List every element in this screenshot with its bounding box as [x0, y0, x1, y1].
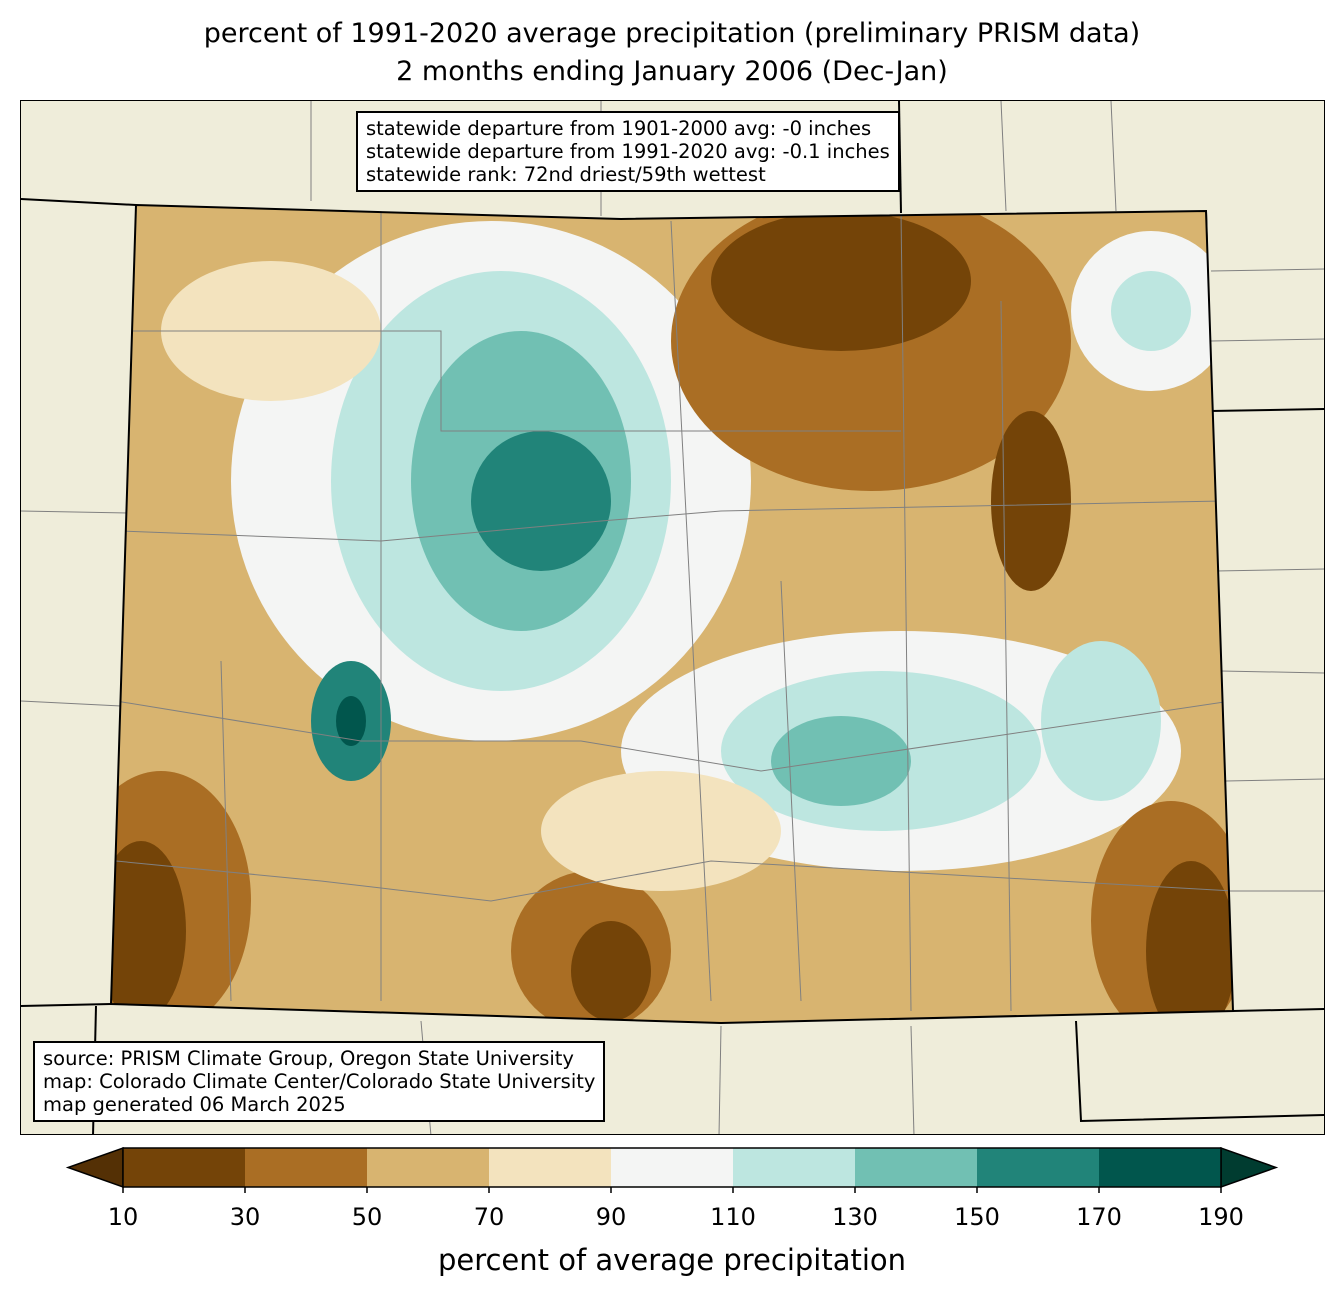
colorbar-under-arrow	[65, 1146, 124, 1189]
colorbar-label: percent of average precipitation	[437, 1243, 907, 1277]
colorbar-segment	[367, 1148, 490, 1187]
colorbar-frame	[122, 1147, 1222, 1188]
region-110-130	[1041, 641, 1161, 801]
colorbar-segment	[977, 1148, 1100, 1187]
region-10-30	[111, 841, 186, 1021]
colorbar-tick-label: 190	[1198, 1203, 1244, 1231]
region-10-30	[1146, 861, 1233, 1023]
colorbar-segment	[855, 1148, 978, 1187]
colorbar-tick-label: 10	[107, 1203, 139, 1231]
colorbar-segment	[611, 1148, 734, 1187]
map-title-line2: 2 months ending January 2006 (Dec-Jan)	[396, 56, 948, 87]
credits-line-2: map: Colorado Climate Center/Colorado St…	[43, 1070, 596, 1093]
region-170-190	[336, 696, 366, 746]
map-canvas	[21, 101, 1324, 1134]
colorbar-segment	[489, 1148, 612, 1187]
colorado-state-border	[109, 203, 1235, 1025]
region-10-30	[711, 211, 971, 351]
colorbar-tick-label: 130	[832, 1203, 878, 1231]
colorbar-segment	[733, 1148, 856, 1187]
colorbar-tick-label: 110	[710, 1203, 756, 1231]
colorbar-segment	[1099, 1148, 1222, 1187]
map-title-line1: percent of 1991-2020 average precipitati…	[203, 18, 1141, 49]
stats-line-3: statewide rank: 72nd driest/59th wettest	[366, 163, 766, 186]
colorbar-tick-label: 70	[473, 1203, 505, 1231]
region-110-130	[1111, 271, 1191, 351]
colorbar-tick-label: 30	[229, 1203, 261, 1231]
region-70-90	[541, 771, 781, 891]
credits-box: source: PRISM Climate Group, Oregon Stat…	[33, 1041, 606, 1122]
colorbar-tick-label: 170	[1076, 1203, 1122, 1231]
colorbar	[65, 1146, 1279, 1193]
colorbar-segment	[123, 1148, 246, 1187]
stats-line-2: statewide departure from 1991-2020 avg: …	[366, 140, 890, 163]
colorbar-tick-label: 90	[595, 1203, 627, 1231]
colorado-county-lines	[115, 210, 1233, 1012]
precipitation-map: statewide departure from 1901-2000 avg: …	[20, 100, 1325, 1135]
region-10-30	[571, 921, 651, 1021]
region-10-30	[991, 411, 1071, 591]
region-150-170	[471, 431, 611, 571]
colorbar-segment	[245, 1148, 368, 1187]
stats-line-1: statewide departure from 1901-2000 avg: …	[366, 117, 872, 140]
credits-line-3: map generated 06 March 2025	[43, 1093, 346, 1116]
colorbar-over-arrow	[1220, 1146, 1279, 1189]
region-130-150	[771, 716, 911, 806]
colorbar-tick-label: 150	[954, 1203, 1000, 1231]
colorado-precip-field	[111, 205, 1233, 1023]
colorbar-tick-label: 50	[351, 1203, 383, 1231]
credits-line-1: source: PRISM Climate Group, Oregon Stat…	[43, 1047, 574, 1070]
statewide-stats-box: statewide departure from 1901-2000 avg: …	[356, 111, 900, 192]
